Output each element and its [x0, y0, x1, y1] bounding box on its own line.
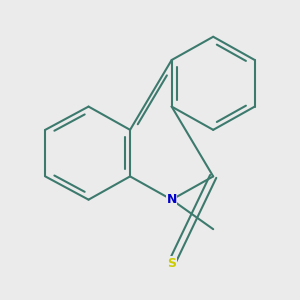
Text: S: S: [167, 257, 176, 270]
Text: N: N: [167, 193, 177, 206]
